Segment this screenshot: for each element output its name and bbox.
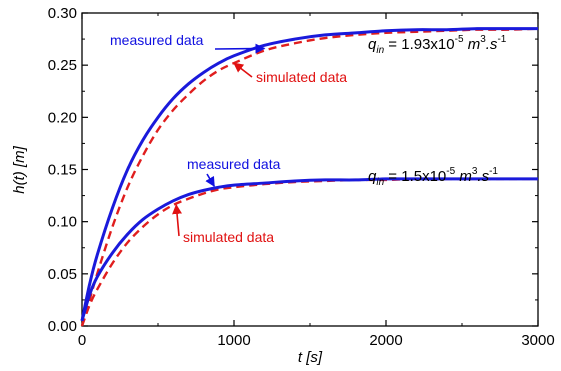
x-tick-label: 2000: [369, 332, 402, 349]
annotation-arrow: [233, 62, 253, 78]
y-tick-label: 0.25: [48, 57, 77, 74]
annotation-arrow: [172, 203, 183, 237]
annotation-layer: measured data simulated data measured data…: [110, 32, 347, 245]
y-tick-label: 0.15: [48, 162, 77, 179]
x-tick-label: 3000: [521, 332, 554, 349]
annotation-arrow: [205, 173, 215, 188]
measured-series-line-high-flow: [80, 27, 538, 322]
simulated-data-label: simulated data: [256, 69, 347, 85]
simulated-series-line-low-flow: [80, 177, 538, 327]
y-axis-title: h(t) [m]: [11, 145, 28, 193]
y-tick-label: 0.05: [48, 266, 77, 283]
formula-upper: qin = 1.93x10-5 m3.s-1: [368, 34, 507, 56]
series-layer: [80, 27, 539, 327]
measured-data-label: measured data: [110, 32, 204, 48]
y-tick-label: 0.20: [48, 109, 77, 126]
simulated-data-label: simulated data: [183, 229, 274, 245]
annotation-arrow: [214, 43, 266, 54]
y-tick-label: 0.30: [48, 5, 77, 22]
simulated-series-line-high-flow: [80, 27, 539, 327]
x-tick-label: 0: [78, 332, 86, 349]
measured-data-label: measured data: [187, 156, 281, 172]
y-tick-label: 0.00: [48, 318, 77, 335]
x-tick-label: 1000: [217, 332, 250, 349]
formula-lower: qin = 1.5x10-5 m3.s-1: [368, 166, 498, 188]
y-tick-label: 0.10: [48, 214, 77, 231]
x-axis-title: t [s]: [298, 349, 323, 366]
axis-ticks: 0 1000 2000 3000 0.00 0.05 0.10 0.15 0.20 0.25 0.3…: [48, 5, 555, 349]
measured-series-line-low-flow: [80, 177, 538, 322]
